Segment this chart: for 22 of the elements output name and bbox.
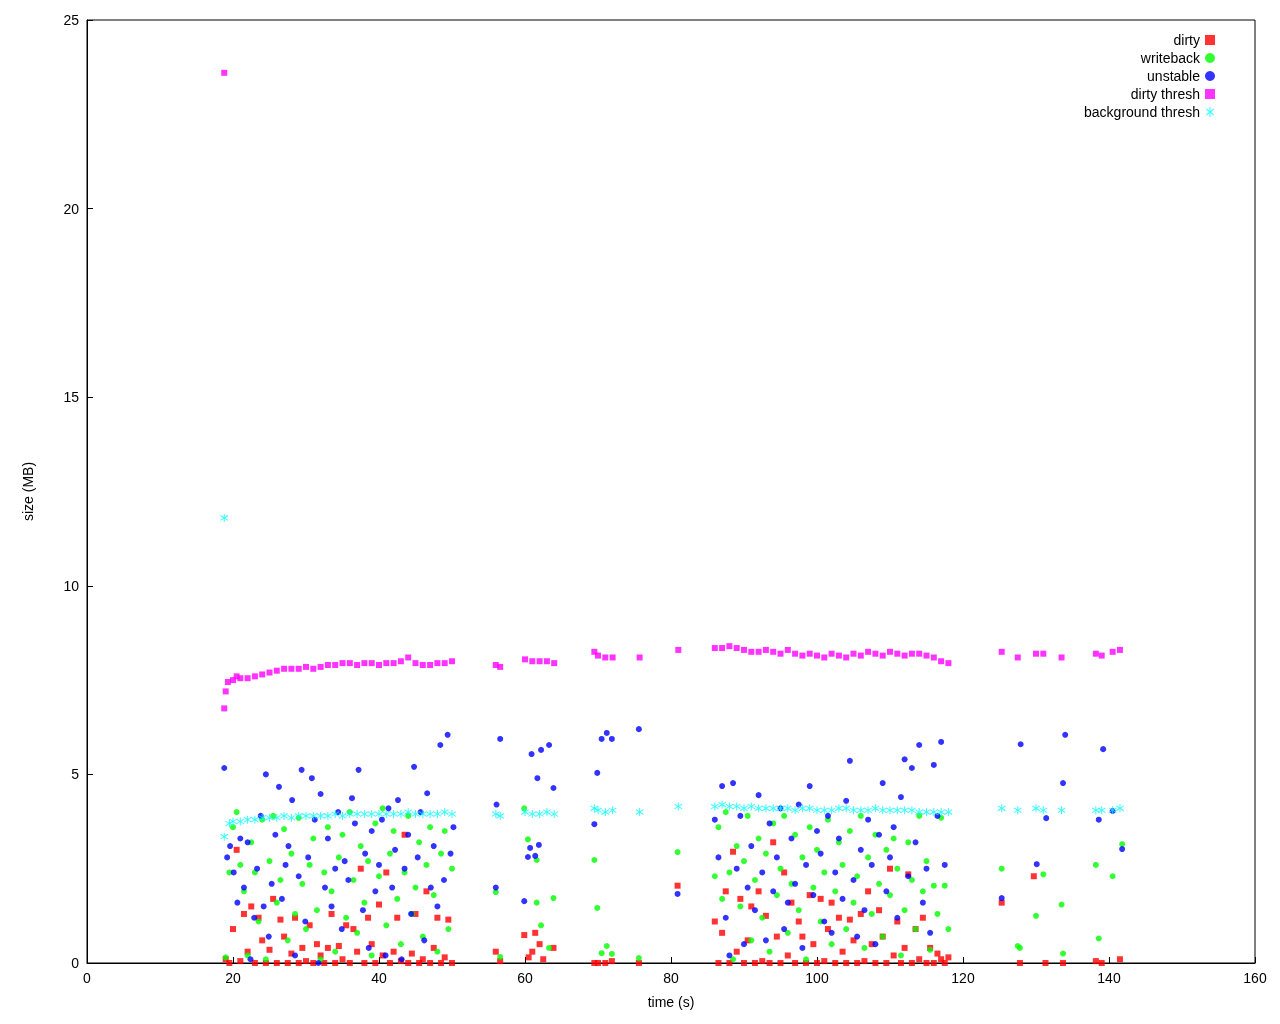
y-tick-label: 20 (63, 200, 80, 217)
y-tick-label: 5 (71, 766, 80, 783)
x-tick-label: 140 (1097, 970, 1121, 986)
x-tick-label: 80 (663, 970, 679, 986)
y-tick-label: 10 (63, 577, 80, 594)
x-tick-label: 60 (517, 970, 533, 986)
y-tick-label: 25 (63, 12, 80, 28)
x-tick-label: 0 (83, 970, 92, 986)
y-tick-label: 15 (63, 389, 80, 406)
legend-label: writeback (1139, 50, 1201, 66)
x-tick-label: 160 (1243, 970, 1267, 986)
legend-label: dirty (1173, 32, 1200, 48)
y-tick-label: 0 (71, 955, 80, 971)
legend-label: background thresh (1084, 104, 1200, 120)
x-tick-label: 100 (805, 970, 829, 986)
legend-label: unstable (1147, 68, 1201, 84)
x-axis-title: time (s) (647, 994, 695, 1010)
legend-label: dirty thresh (1130, 86, 1200, 102)
x-tick-label: 40 (371, 970, 387, 986)
y-axis-title: size (MB) (20, 461, 36, 522)
x-tick-label: 20 (225, 970, 241, 986)
x-tick-label: 120 (951, 970, 975, 986)
